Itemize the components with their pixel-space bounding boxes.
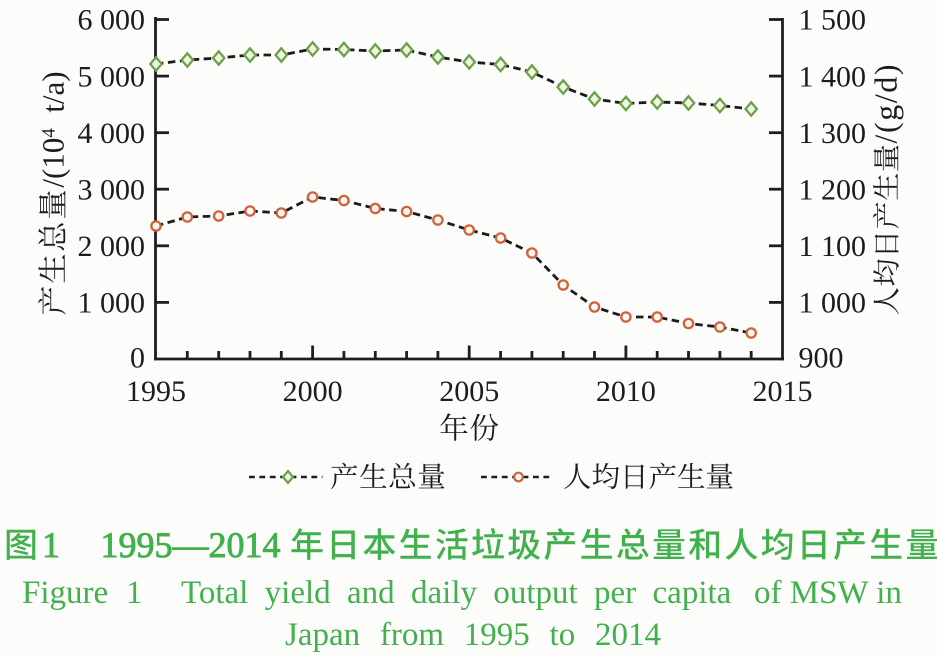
svg-text:2000: 2000 [283, 375, 343, 408]
svg-text:900: 900 [799, 341, 844, 374]
svg-text:2010: 2010 [596, 375, 656, 408]
svg-text:Figure: Figure [22, 575, 108, 611]
svg-text:of MSW in: of MSW in [754, 575, 902, 611]
svg-text:3 000: 3 000 [78, 173, 146, 206]
svg-text:1 100: 1 100 [799, 230, 867, 263]
svg-text:Total yield and daily output p: Total yield and daily output per capita [181, 575, 732, 611]
svg-text:1 400: 1 400 [799, 60, 867, 93]
svg-text:4 000: 4 000 [78, 117, 146, 150]
svg-text:1 200: 1 200 [799, 173, 867, 206]
svg-text:1 000: 1 000 [78, 287, 146, 320]
svg-text:2005: 2005 [439, 375, 499, 408]
svg-text:2015: 2015 [753, 375, 813, 408]
svg-text:6 000: 6 000 [78, 4, 146, 37]
svg-text:1 500: 1 500 [799, 4, 867, 37]
svg-text:2 000: 2 000 [78, 230, 146, 263]
svg-text:0: 0 [130, 341, 145, 374]
svg-text:5 000: 5 000 [78, 60, 146, 93]
svg-text:Japan from 1995 to 2014: Japan from 1995 to 2014 [285, 617, 661, 653]
svg-text:1: 1 [126, 575, 143, 611]
svg-text:1 000: 1 000 [799, 287, 867, 320]
svg-text:1995: 1995 [126, 375, 186, 408]
svg-text:1 300: 1 300 [799, 117, 867, 150]
